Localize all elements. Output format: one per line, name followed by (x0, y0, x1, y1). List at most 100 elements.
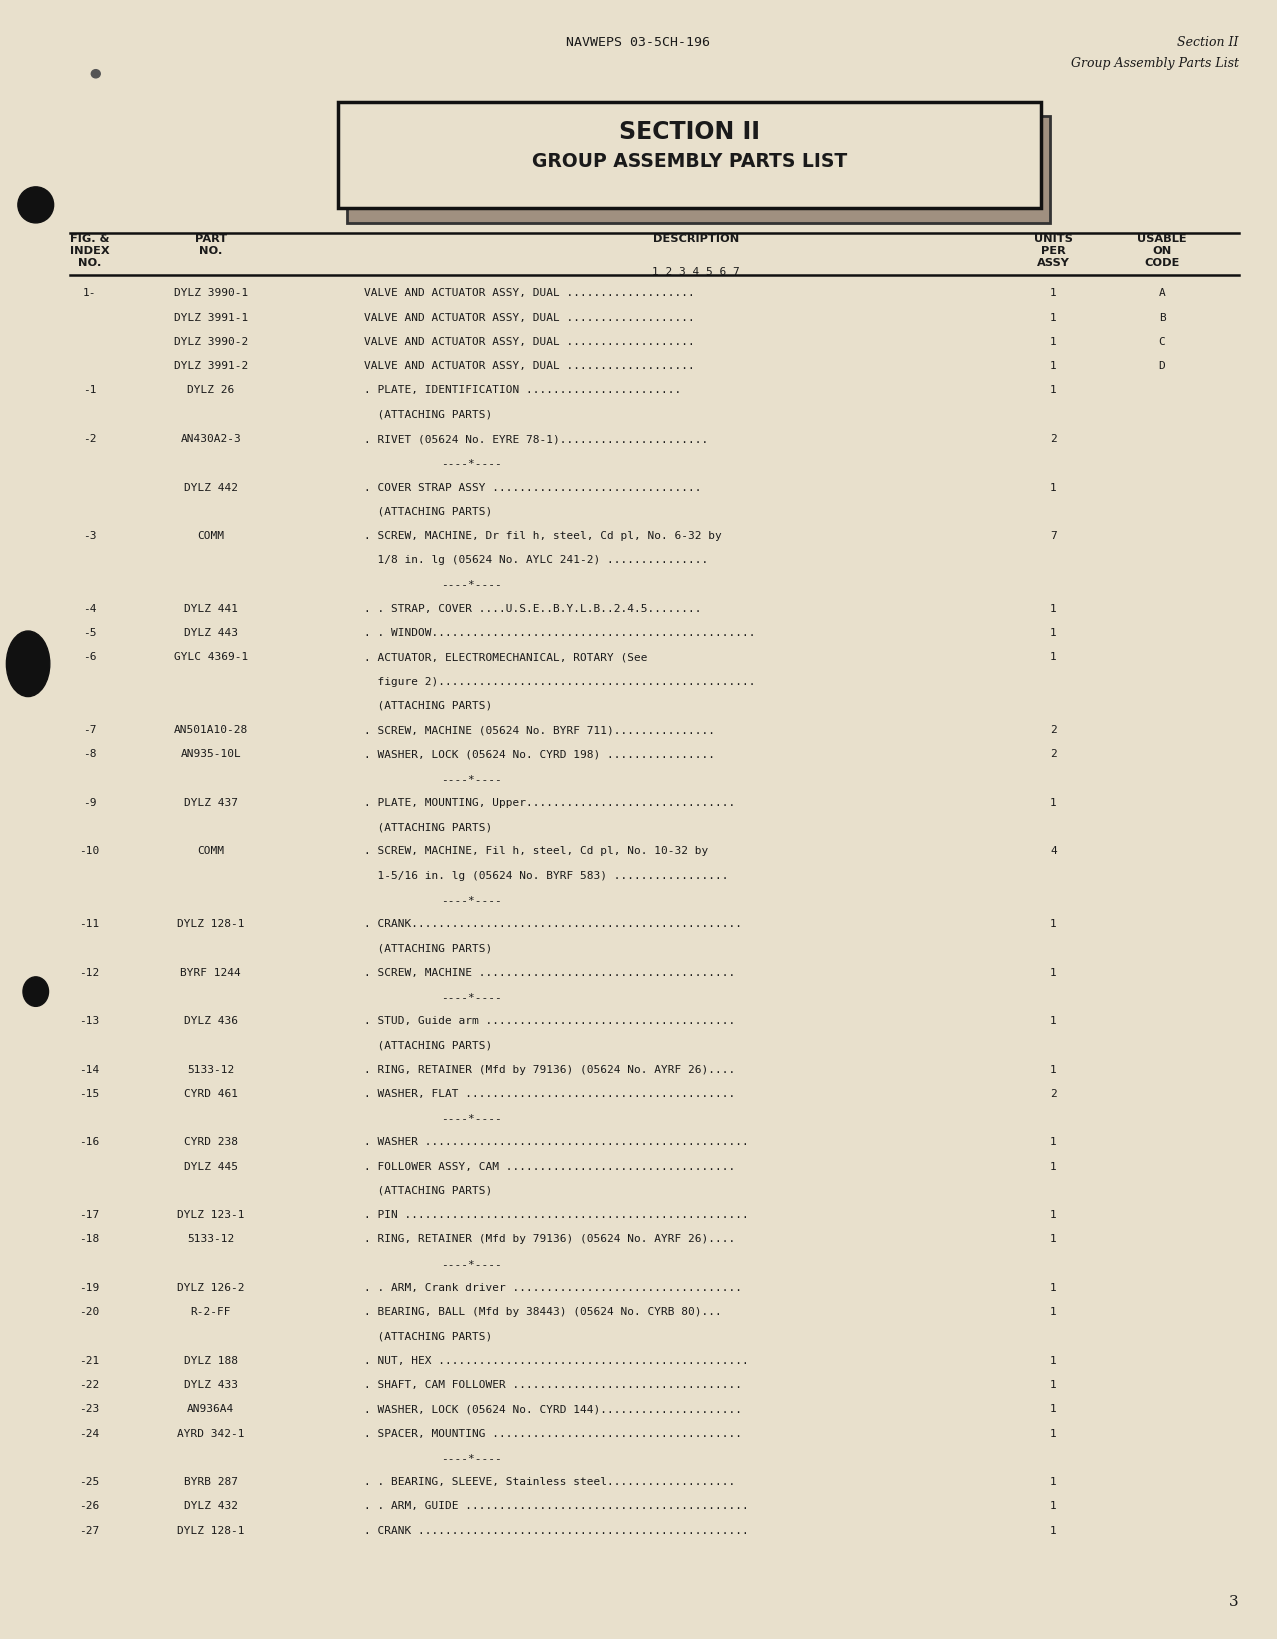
Text: 1: 1 (1050, 1380, 1057, 1390)
Text: DYLZ 26: DYLZ 26 (186, 385, 235, 395)
Text: -3: -3 (83, 531, 96, 541)
Text: (ATTACHING PARTS): (ATTACHING PARTS) (364, 506, 492, 516)
Text: DYLZ 3991-2: DYLZ 3991-2 (174, 361, 248, 372)
Text: AN935-10L: AN935-10L (180, 749, 241, 759)
Text: Section II: Section II (1177, 36, 1239, 49)
Text: VALVE AND ACTUATOR ASSY, DUAL ...................: VALVE AND ACTUATOR ASSY, DUAL ..........… (364, 361, 695, 372)
Text: 1: 1 (1050, 361, 1057, 372)
Text: -9: -9 (83, 798, 96, 808)
Text: 2: 2 (1050, 434, 1057, 444)
Text: . SPACER, MOUNTING .....................................: . SPACER, MOUNTING .....................… (364, 1429, 742, 1439)
Text: (ATTACHING PARTS): (ATTACHING PARTS) (364, 823, 492, 833)
Text: -10: -10 (79, 846, 100, 857)
Text: ----*----: ----*---- (441, 580, 502, 590)
Text: 1: 1 (1050, 1477, 1057, 1487)
Text: DYLZ 432: DYLZ 432 (184, 1501, 238, 1511)
Text: . COVER STRAP ASSY ...............................: . COVER STRAP ASSY .....................… (364, 482, 701, 493)
Text: (ATTACHING PARTS): (ATTACHING PARTS) (364, 1041, 492, 1051)
Text: 1: 1 (1050, 1162, 1057, 1172)
Text: 1: 1 (1050, 628, 1057, 638)
Bar (338, 102, 1041, 208)
Text: Group Assembly Parts List: Group Assembly Parts List (1070, 57, 1239, 70)
Text: . CRANK.................................................: . CRANK.................................… (364, 919, 742, 929)
Text: 1: 1 (1050, 1429, 1057, 1439)
Text: 5133-12: 5133-12 (186, 1234, 235, 1244)
Bar (347, 116, 1050, 223)
Text: 1: 1 (1050, 1501, 1057, 1511)
Text: 1: 1 (1050, 1308, 1057, 1318)
Text: 4: 4 (1050, 846, 1057, 857)
Text: . . BEARING, SLEEVE, Stainless steel...................: . . BEARING, SLEEVE, Stainless steel....… (364, 1477, 736, 1487)
Text: . PIN ...................................................: . PIN ..................................… (364, 1210, 748, 1221)
Text: 1: 1 (1050, 1526, 1057, 1536)
Text: AYRD 342-1: AYRD 342-1 (178, 1429, 244, 1439)
Text: DESCRIPTION: DESCRIPTION (653, 234, 739, 244)
Text: . SCREW, MACHINE (05624 No. BYRF 711)...............: . SCREW, MACHINE (05624 No. BYRF 711)...… (364, 724, 715, 736)
Text: DYLZ 437: DYLZ 437 (184, 798, 238, 808)
Text: -24: -24 (79, 1429, 100, 1439)
Text: -22: -22 (79, 1380, 100, 1390)
Text: 1: 1 (1050, 338, 1057, 347)
Text: DYLZ 3990-2: DYLZ 3990-2 (174, 338, 248, 347)
Text: -13: -13 (79, 1016, 100, 1026)
Text: ----*----: ----*---- (441, 459, 502, 469)
Text: 1-5/16 in. lg (05624 No. BYRF 583) .................: 1-5/16 in. lg (05624 No. BYRF 583) .....… (364, 870, 728, 880)
Text: . SCREW, MACHINE, Fil h, steel, Cd pl, No. 10-32 by: . SCREW, MACHINE, Fil h, steel, Cd pl, N… (364, 846, 709, 857)
Text: -20: -20 (79, 1308, 100, 1318)
Text: VALVE AND ACTUATOR ASSY, DUAL ...................: VALVE AND ACTUATOR ASSY, DUAL ..........… (364, 288, 695, 298)
Text: . SCREW, MACHINE ......................................: . SCREW, MACHINE .......................… (364, 967, 736, 978)
Text: 1: 1 (1050, 919, 1057, 929)
Text: -11: -11 (79, 919, 100, 929)
Text: 5133-12: 5133-12 (186, 1065, 235, 1075)
Text: . WASHER, FLAT ........................................: . WASHER, FLAT .........................… (364, 1088, 736, 1100)
Text: 1: 1 (1050, 1137, 1057, 1147)
Text: (ATTACHING PARTS): (ATTACHING PARTS) (364, 944, 492, 954)
Text: VALVE AND ACTUATOR ASSY, DUAL ...................: VALVE AND ACTUATOR ASSY, DUAL ..........… (364, 313, 695, 323)
Text: (ATTACHING PARTS): (ATTACHING PARTS) (364, 1187, 492, 1196)
Text: 1: 1 (1050, 603, 1057, 615)
Text: -5: -5 (83, 628, 96, 638)
Text: DYLZ 445: DYLZ 445 (184, 1162, 238, 1172)
Text: DYLZ 126-2: DYLZ 126-2 (178, 1283, 244, 1293)
Text: 1 2 3 4 5 6 7: 1 2 3 4 5 6 7 (653, 267, 739, 277)
Text: -14: -14 (79, 1065, 100, 1075)
Text: DYLZ 128-1: DYLZ 128-1 (178, 919, 244, 929)
Text: USABLE
ON
CODE: USABLE ON CODE (1138, 234, 1186, 267)
Text: -2: -2 (83, 434, 96, 444)
Text: figure 2)...............................................: figure 2)...............................… (364, 677, 756, 687)
Text: R-2-FF: R-2-FF (190, 1308, 231, 1318)
Text: -4: -4 (83, 603, 96, 615)
Text: DYLZ 433: DYLZ 433 (184, 1380, 238, 1390)
Text: . SHAFT, CAM FOLLOWER ..................................: . SHAFT, CAM FOLLOWER ..................… (364, 1380, 742, 1390)
Text: 2: 2 (1050, 749, 1057, 759)
Text: ----*----: ----*---- (441, 1259, 502, 1269)
Text: 1: 1 (1050, 1016, 1057, 1026)
Text: GYLC 4369-1: GYLC 4369-1 (174, 652, 248, 662)
Text: 1-: 1- (83, 288, 96, 298)
Text: 1: 1 (1050, 1210, 1057, 1221)
Text: DYLZ 188: DYLZ 188 (184, 1355, 238, 1365)
Text: DYLZ 123-1: DYLZ 123-1 (178, 1210, 244, 1221)
Text: -12: -12 (79, 967, 100, 978)
Text: . BEARING, BALL (Mfd by 38443) (05624 No. CYRB 80)...: . BEARING, BALL (Mfd by 38443) (05624 No… (364, 1308, 722, 1318)
Text: CYRD 238: CYRD 238 (184, 1137, 238, 1147)
Text: A: A (1158, 288, 1166, 298)
Text: 1: 1 (1050, 967, 1057, 978)
Ellipse shape (6, 631, 50, 697)
Text: . ACTUATOR, ELECTROMECHANICAL, ROTARY (See: . ACTUATOR, ELECTROMECHANICAL, ROTARY (S… (364, 652, 647, 662)
Text: BYRF 1244: BYRF 1244 (180, 967, 241, 978)
Text: . PLATE, IDENTIFICATION .......................: . PLATE, IDENTIFICATION ................… (364, 385, 681, 395)
Text: DYLZ 443: DYLZ 443 (184, 628, 238, 638)
Text: -25: -25 (79, 1477, 100, 1487)
Text: . STUD, Guide arm .....................................: . STUD, Guide arm ......................… (364, 1016, 736, 1026)
Text: 1: 1 (1050, 313, 1057, 323)
Text: -16: -16 (79, 1137, 100, 1147)
Text: NAVWEPS 03-5CH-196: NAVWEPS 03-5CH-196 (567, 36, 710, 49)
Text: D: D (1158, 361, 1166, 372)
Text: . . ARM, GUIDE ..........................................: . . ARM, GUIDE .........................… (364, 1501, 748, 1511)
Text: GROUP ASSEMBLY PARTS LIST: GROUP ASSEMBLY PARTS LIST (533, 152, 847, 172)
Ellipse shape (18, 187, 54, 223)
Text: . NUT, HEX ..............................................: . NUT, HEX .............................… (364, 1355, 748, 1365)
Text: -23: -23 (79, 1405, 100, 1414)
Text: . FOLLOWER ASSY, CAM ..................................: . FOLLOWER ASSY, CAM ...................… (364, 1162, 736, 1172)
